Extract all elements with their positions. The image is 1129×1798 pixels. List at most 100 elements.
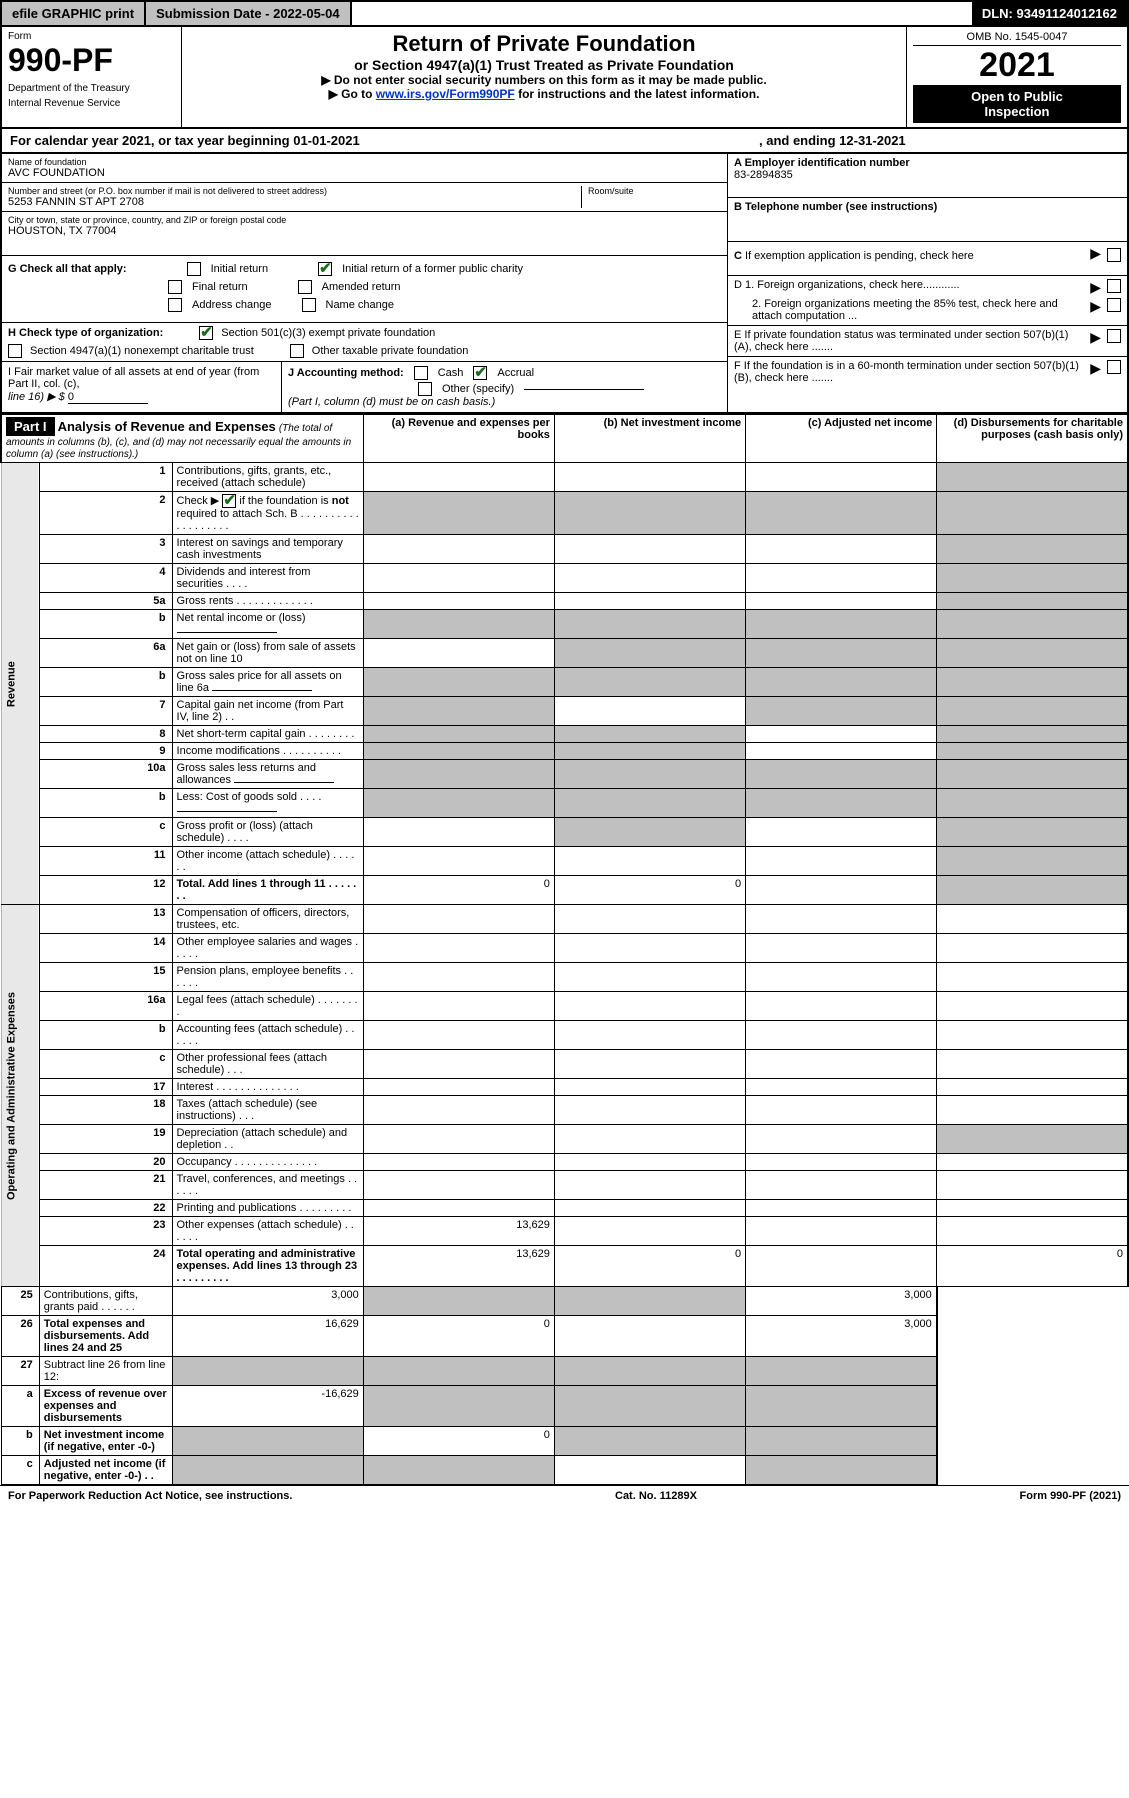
cell-d [937,1050,1128,1079]
form-header: Form 990-PF Department of the Treasury I… [0,27,1129,129]
cell-c [746,905,937,934]
cell-c [746,1021,937,1050]
j-cash-checkbox[interactable] [414,366,428,380]
d1-checkbox[interactable] [1107,279,1121,293]
g-address-change-checkbox[interactable] [168,298,182,312]
h-4947-checkbox[interactable] [8,344,22,358]
cell-d [937,992,1128,1021]
cell-c [746,789,937,818]
row-number: 20 [39,1154,172,1171]
row-desc: Interest on savings and temporary cash i… [172,535,363,564]
g-amended-checkbox[interactable] [298,280,312,294]
row-number: 4 [39,564,172,593]
part1-table: Part I Analysis of Revenue and Expenses … [0,414,1129,1485]
row-number: 2 [39,492,172,535]
efile-button[interactable]: efile GRAPHIC print [2,2,146,25]
j-accrual-checkbox[interactable] [473,366,487,380]
row-number: 3 [39,535,172,564]
address-cell: Number and street (or P.O. box number if… [2,183,727,212]
row-number: 12 [39,876,172,905]
dln-label: DLN: 93491124012162 [972,2,1127,25]
cell-c [746,639,937,668]
table-row: 23 Other expenses (attach schedule) . . … [1,1217,1128,1246]
cell-b [363,1287,554,1316]
row-desc: Excess of revenue over expenses and disb… [39,1386,172,1427]
table-row: c Adjusted net income (if negative, ente… [1,1456,1128,1485]
row-desc: Occupancy . . . . . . . . . . . . . . [172,1154,363,1171]
e-label: E If private foundation status was termi… [734,329,1084,353]
cell-b [554,1050,745,1079]
row-desc: Other income (attach schedule) . . . . .… [172,847,363,876]
section-h: H Check type of organization: Section 50… [2,323,727,362]
j-opt-0: Cash [438,367,464,379]
cell-d [746,1456,937,1485]
cell-c [746,564,937,593]
g-final-return-checkbox[interactable] [168,280,182,294]
info-grid: Name of foundation AVC FOUNDATION Number… [0,154,1129,414]
cell-c [746,876,937,905]
h-opt-2: Other taxable private foundation [312,345,469,357]
cell-a [363,1125,554,1154]
table-row: 26 Total expenses and disbursements. Add… [1,1316,1128,1357]
arrow-icon: ▶ [1090,279,1101,296]
form-title: Return of Private Foundation [192,31,896,57]
row-number: c [1,1456,39,1485]
cell-b: 0 [554,876,745,905]
g-initial-former-checkbox[interactable] [318,262,332,276]
cell-d [937,1200,1128,1217]
header-left: Form 990-PF Department of the Treasury I… [2,27,182,127]
cal-begin: For calendar year 2021, or tax year begi… [10,133,759,148]
row-desc: Gross rents . . . . . . . . . . . . . [172,593,363,610]
row-desc: Compensation of officers, directors, tru… [172,905,363,934]
table-row: 18 Taxes (attach schedule) (see instruct… [1,1096,1128,1125]
f-checkbox[interactable] [1107,360,1121,374]
row-number: 18 [39,1096,172,1125]
cell-d [937,1154,1128,1171]
row-desc: Net gain or (loss) from sale of assets n… [172,639,363,668]
footer-mid: Cat. No. 11289X [615,1490,697,1502]
c-checkbox[interactable] [1107,248,1121,262]
form-note1: ▶ Do not enter social security numbers o… [192,73,896,87]
table-row: 20 Occupancy . . . . . . . . . . . . . . [1,1154,1128,1171]
cell-c [746,1154,937,1171]
section-ij: I Fair market value of all assets at end… [2,362,727,412]
i-line: line 16) ▶ $ [8,391,65,403]
g-opt-4: Address change [192,299,272,311]
cell-b: 0 [363,1427,554,1456]
g-opt-2: Final return [192,281,248,293]
submission-date: Submission Date - 2022-05-04 [146,2,352,25]
e-checkbox[interactable] [1107,329,1121,343]
cell-a [363,726,554,743]
row-desc: Adjusted net income (if negative, enter … [39,1456,172,1485]
row-desc: Taxes (attach schedule) (see instruction… [172,1096,363,1125]
row-desc: Net short-term capital gain . . . . . . … [172,726,363,743]
cell-a [363,463,554,492]
cell-b [554,1021,745,1050]
cell-c [554,1316,745,1357]
row-number: 21 [39,1171,172,1200]
cell-d [937,1096,1128,1125]
cell-d: 0 [937,1246,1128,1287]
row-desc: Capital gain net income (from Part IV, l… [172,697,363,726]
ein-value: 83-2894835 [734,169,1121,181]
instructions-link[interactable]: www.irs.gov/Form990PF [376,87,515,101]
g-initial-return-checkbox[interactable] [187,262,201,276]
table-row: 14 Other employee salaries and wages . .… [1,934,1128,963]
cell-c [746,668,937,697]
cell-a: 13,629 [363,1246,554,1287]
row-number: 27 [1,1357,39,1386]
d2-checkbox[interactable] [1107,298,1121,312]
row-desc: Printing and publications . . . . . . . … [172,1200,363,1217]
cell-b [554,697,745,726]
g-name-change-checkbox[interactable] [302,298,316,312]
h-other-taxable-checkbox[interactable] [290,344,304,358]
cell-d [937,564,1128,593]
city-state-zip: HOUSTON, TX 77004 [8,225,721,237]
cell-d [937,1171,1128,1200]
h-501c3-checkbox[interactable] [199,326,213,340]
g-opt-1: Initial return of a former public charit… [342,263,523,275]
row-desc: Accounting fees (attach schedule) . . . … [172,1021,363,1050]
j-other-checkbox[interactable] [418,382,432,396]
cell-c [746,535,937,564]
table-row: b Net rental income or (loss) [1,610,1128,639]
